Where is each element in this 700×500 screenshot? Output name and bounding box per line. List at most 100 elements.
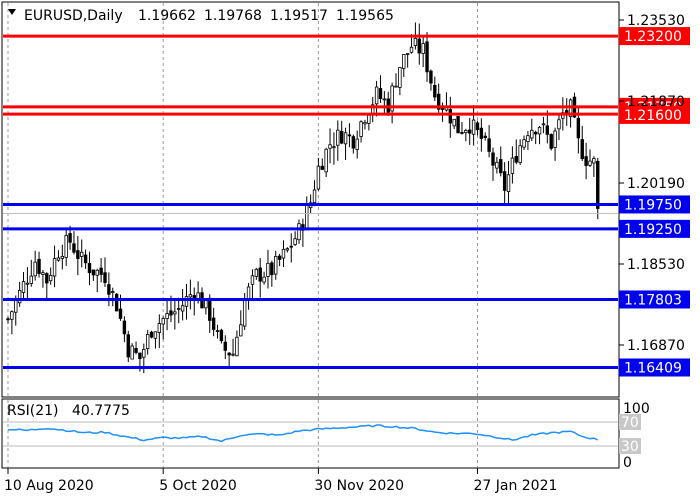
candle-body <box>37 258 41 274</box>
candle <box>343 127 348 161</box>
candle-body <box>413 37 418 46</box>
candle-body <box>219 329 224 342</box>
candle <box>157 314 162 348</box>
candle-body <box>588 160 592 166</box>
candle-body <box>584 156 588 166</box>
candle-body <box>180 305 185 312</box>
symbol-label: EURUSD,Daily <box>24 8 123 24</box>
candle-body <box>351 136 356 149</box>
candle <box>114 292 119 312</box>
candle-body <box>452 118 456 127</box>
candle <box>72 231 76 255</box>
candle-body <box>580 139 584 160</box>
rsi-tick-label: 30 <box>621 439 639 455</box>
candle-body <box>223 341 227 351</box>
candle <box>99 258 103 283</box>
candle-body <box>29 275 33 284</box>
rsi-label: RSI(21) <box>7 403 58 419</box>
candle <box>293 231 297 247</box>
candle-body <box>436 93 441 110</box>
candle-body <box>138 352 142 360</box>
candle-body <box>549 134 553 149</box>
candle <box>518 139 522 166</box>
candle-body <box>277 255 282 260</box>
candle <box>405 53 410 68</box>
candle <box>436 83 441 114</box>
candle <box>223 335 227 360</box>
candle-body <box>526 135 530 143</box>
candle <box>80 239 84 268</box>
candle-body <box>285 248 290 251</box>
candle-body <box>596 160 600 209</box>
candle <box>460 122 464 135</box>
candle-body <box>305 205 309 231</box>
candle <box>596 157 600 220</box>
candle <box>584 142 588 180</box>
candle <box>487 125 491 158</box>
candle-body <box>471 119 476 135</box>
candle-body <box>173 311 177 315</box>
candle <box>33 250 37 281</box>
candle-body <box>235 336 239 357</box>
candle <box>266 249 270 289</box>
candle-body <box>33 261 37 277</box>
rsi-level-bg <box>619 414 641 430</box>
price-tick-label: 1.20190 <box>627 176 685 192</box>
candle <box>359 120 363 143</box>
candle-body <box>122 320 127 335</box>
candle <box>448 96 453 138</box>
candle <box>297 219 301 244</box>
candle <box>382 91 387 114</box>
candle-body <box>343 132 348 145</box>
candle-body <box>6 318 10 321</box>
candle-body <box>188 294 193 298</box>
candle-body <box>475 122 480 131</box>
candle-body <box>374 86 379 105</box>
candle-body <box>409 46 414 53</box>
level-label-bg <box>619 290 690 309</box>
candle <box>180 289 185 321</box>
candle-body <box>14 299 18 313</box>
candle-body <box>45 273 49 284</box>
candle-body <box>316 165 321 190</box>
candle <box>165 298 169 331</box>
candlestick-series <box>6 22 600 374</box>
dropdown-triangle-icon[interactable] <box>8 9 16 15</box>
candle-body <box>460 132 464 134</box>
rsi-tick-label: 100 <box>623 401 650 417</box>
level-label-bg <box>619 105 690 124</box>
level-label-bg <box>619 219 690 238</box>
candle <box>48 267 53 285</box>
candle <box>281 240 286 268</box>
price-tick-label: 1.18530 <box>627 257 685 273</box>
candle-body <box>293 238 297 245</box>
candle-body <box>320 165 324 170</box>
candle <box>433 76 437 102</box>
candle <box>522 135 526 150</box>
candle-body <box>83 254 88 264</box>
candle-body <box>17 290 22 304</box>
candle <box>277 253 282 267</box>
candle <box>316 157 321 191</box>
candle-body <box>367 114 371 124</box>
candle <box>239 310 243 337</box>
candle-body <box>10 311 14 320</box>
candle <box>537 125 542 145</box>
candle <box>456 115 460 134</box>
candle-body <box>421 43 425 54</box>
candle-body <box>499 159 503 174</box>
candle-body <box>270 262 274 276</box>
candle <box>134 341 138 355</box>
close-value: 1.19565 <box>336 8 394 24</box>
candle <box>530 118 534 142</box>
candle <box>274 250 278 280</box>
candle-body <box>250 275 255 285</box>
time-tick-label: 30 Nov 2020 <box>314 478 404 494</box>
candle <box>339 120 344 145</box>
level-label-bg <box>619 27 690 46</box>
level-label: 1.23200 <box>624 29 682 45</box>
candle-body <box>456 115 460 134</box>
level-label: 1.17803 <box>624 292 682 308</box>
candle <box>502 162 507 205</box>
